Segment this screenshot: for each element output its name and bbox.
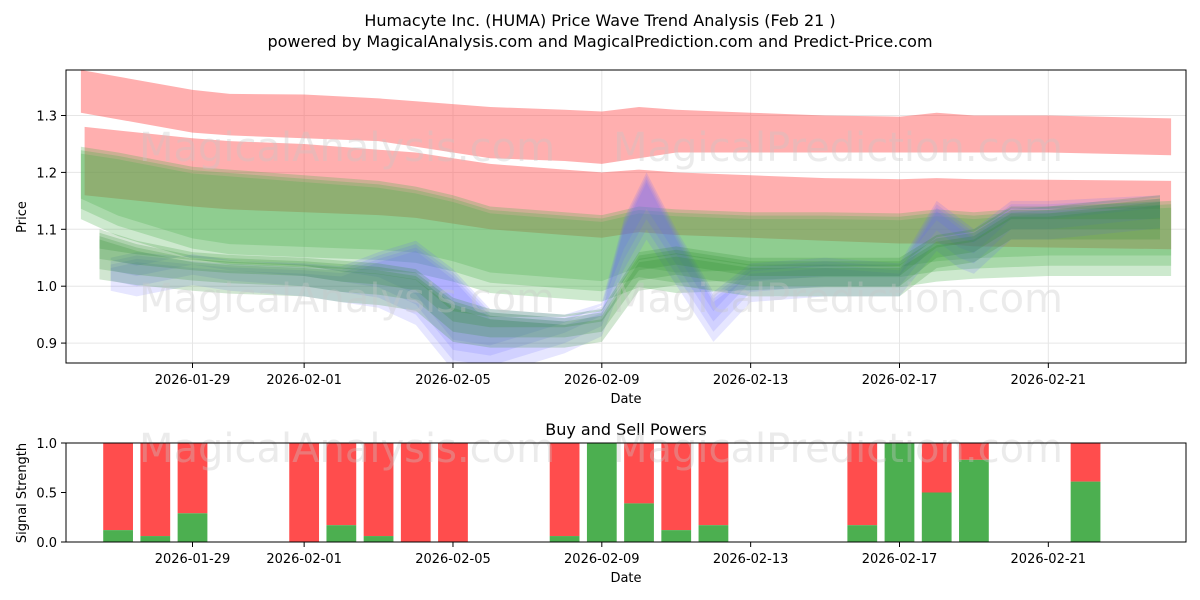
price-y-label: Price [15, 201, 30, 233]
watermark-mid-right: MagicalPrediction.com [613, 276, 1063, 322]
chart-title-line2: powered by MagicalAnalysis.com and Magic… [267, 32, 932, 51]
sell-bar [661, 443, 692, 531]
signal-bars [103, 443, 1101, 542]
band-blue-wave [110, 175, 1161, 356]
signal-title: Buy and Sell Powers [545, 420, 707, 439]
band-green-band [80, 146, 1172, 282]
buy-bar [326, 525, 357, 542]
band-green-wave [99, 205, 1160, 348]
sell-bar [363, 443, 394, 537]
watermark-mid-left: MagicalAnalysis.com [139, 276, 555, 322]
band-red-upper-band [80, 70, 1172, 164]
watermark-bottom-right: MagicalPrediction.com [613, 426, 1063, 472]
signal-y-label: Signal Strength [15, 443, 30, 543]
sell-bar [400, 443, 431, 542]
signal-y-tick-label: 1.0 [36, 437, 57, 452]
buy-bar [959, 459, 989, 542]
chart-title-line1: Humacyte Inc. (HUMA) Price Wave Trend An… [364, 11, 835, 30]
band-green-band [80, 153, 1172, 302]
sell-bar [959, 443, 989, 460]
buy-bar [884, 443, 915, 542]
price-x-tick-label: 2026-02-05 [415, 373, 491, 388]
watermark-top-left: MagicalAnalysis.com [139, 125, 555, 171]
signal-y-tick-label: 0.0 [36, 536, 57, 551]
price-bands [80, 70, 1172, 363]
buy-bar [698, 525, 729, 542]
price-x-tick-label: 2026-02-01 [266, 373, 342, 388]
price-y-tick-label: 1.1 [36, 223, 57, 238]
price-grid [66, 70, 1186, 363]
price-x-tick-label: 2026-02-13 [713, 373, 789, 388]
band-green-wave [99, 202, 1160, 338]
price-y-tick-label: 1.0 [36, 280, 57, 295]
price-x-label: Date [610, 392, 641, 407]
price-y-ticks: 0.9 1.0 1.1 1.2 1.3 [36, 110, 66, 352]
band-green-wave [99, 198, 1160, 328]
price-plot-frame [65, 69, 1187, 364]
price-x-tick-label: 2026-02-21 [1011, 373, 1087, 388]
sell-bar [847, 443, 878, 526]
band-blue-wave [110, 182, 1160, 363]
buy-bar [921, 492, 952, 542]
watermark-bottom-left: MagicalAnalysis.com [139, 426, 555, 472]
buy-bar [103, 530, 133, 542]
price-y-tick-label: 0.9 [36, 337, 57, 352]
band-green-band [80, 150, 1172, 292]
buy-bar [177, 513, 208, 542]
sell-bar [140, 443, 171, 537]
signal-x-tick-label: 2026-02-17 [862, 552, 938, 567]
sell-bar [921, 443, 952, 493]
sell-bar [438, 443, 468, 542]
signal-y-ticks: 0.0 0.5 1.0 [36, 437, 66, 551]
buy-bar [1070, 481, 1101, 542]
price-x-tick-label: 2026-01-29 [155, 373, 231, 388]
band-blue-wave [110, 179, 1160, 363]
buy-bar [661, 530, 692, 542]
signal-x-tick-label: 2026-01-29 [155, 552, 231, 567]
sell-bar [1070, 443, 1101, 482]
band-blue-wave [110, 172, 1161, 346]
price-x-ticks: 2026-01-29 2026-02-01 2026-02-05 2026-02-09… [155, 363, 1086, 388]
buy-bar [363, 536, 394, 542]
sell-bar [698, 443, 729, 526]
signal-x-tick-label: 2026-02-05 [415, 552, 491, 567]
watermark-top-right: MagicalPrediction.com [613, 125, 1063, 171]
sell-bar [549, 443, 580, 537]
signal-x-tick-label: 2026-02-13 [713, 552, 789, 567]
signal-y-tick-label: 0.5 [36, 487, 57, 502]
buy-bar [140, 536, 171, 542]
sell-bar [326, 443, 357, 526]
buy-bar [847, 525, 878, 542]
signal-x-tick-label: 2026-02-09 [564, 552, 640, 567]
price-y-tick-label: 1.3 [36, 110, 57, 125]
buy-bar [549, 536, 580, 542]
buy-bar [586, 443, 617, 542]
sell-bar [289, 443, 320, 542]
price-x-tick-label: 2026-02-17 [862, 373, 938, 388]
signal-x-label: Date [610, 571, 641, 586]
price-panel: MagicalAnalysis.com MagicalPrediction.co… [15, 69, 1187, 407]
price-x-tick-label: 2026-02-09 [564, 373, 640, 388]
sell-bar [624, 443, 654, 504]
signal-x-tick-label: 2026-02-21 [1011, 552, 1087, 567]
band-green-wave [99, 195, 1160, 317]
price-y-tick-label: 1.2 [36, 166, 57, 181]
sell-bar [177, 443, 208, 514]
sell-bar [103, 443, 133, 531]
signal-x-tick-label: 2026-02-01 [266, 552, 342, 567]
band-red-lower-band [84, 126, 1172, 250]
signal-x-ticks: 2026-01-29 2026-02-01 2026-02-05 2026-02-09… [155, 542, 1086, 567]
buy-bar [624, 503, 654, 542]
signal-panel: Buy and Sell Powers MagicalAnalysis.com … [15, 420, 1187, 586]
